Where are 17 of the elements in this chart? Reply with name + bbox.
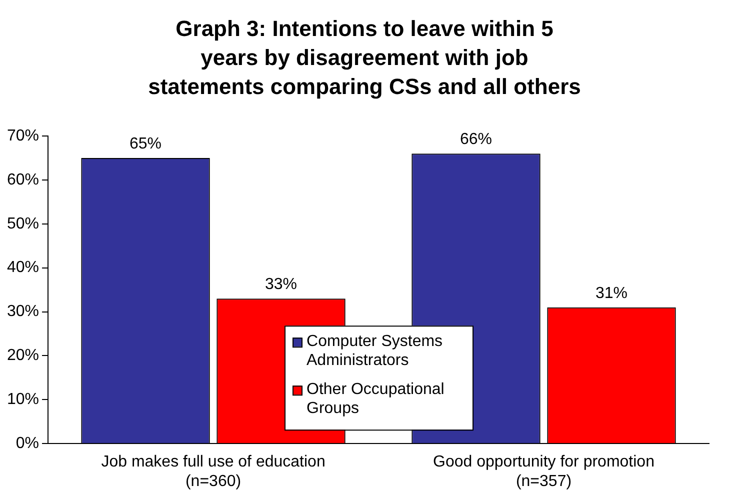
legend-label: Computer Systems Administrators xyxy=(306,333,443,370)
data-label: 66% xyxy=(460,130,492,148)
data-label: 65% xyxy=(130,135,162,152)
y-tick-label: 0% xyxy=(16,435,40,452)
y-tick-label: 40% xyxy=(6,259,40,276)
y-tick-label: 50% xyxy=(6,215,40,232)
x-tick-label: Good opportunity for promotion (n=357) xyxy=(433,454,654,490)
x-tick-label: Job makes full use of education (n=360) xyxy=(101,454,326,490)
data-label: 33% xyxy=(265,276,298,293)
data-label: 31% xyxy=(595,284,628,302)
y-tick-label: 30% xyxy=(6,303,40,320)
y-tick-label: 10% xyxy=(6,391,40,408)
y-tick-label: 60% xyxy=(6,171,40,188)
legend-label: Other Occupational Groups xyxy=(306,381,444,418)
y-tick-label: 70% xyxy=(6,127,40,144)
y-tick-label: 20% xyxy=(6,347,40,364)
chart-title: Graph 3: Intentions to leave within 5 years by disagreement with job statements comparing CSs and all others xyxy=(147,15,582,101)
